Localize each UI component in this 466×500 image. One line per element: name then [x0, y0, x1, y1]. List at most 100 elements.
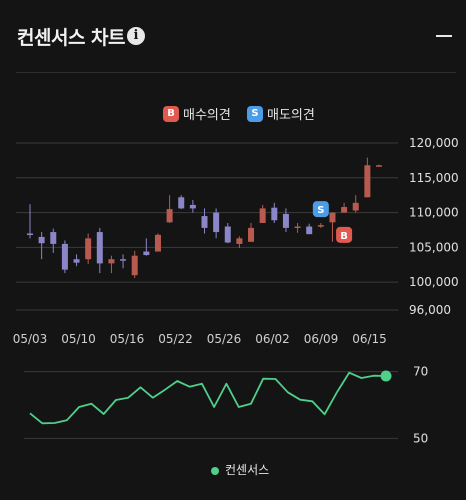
candle — [131, 250, 138, 278]
consensus-last-point — [380, 370, 392, 382]
candle-body — [73, 259, 80, 263]
candle — [248, 223, 255, 242]
candle-body — [364, 165, 371, 198]
candle — [85, 233, 92, 265]
legend-buy[interactable]: B 매수의견 — [163, 104, 231, 123]
candle — [282, 208, 289, 233]
candle-body — [376, 165, 382, 167]
candle-body — [166, 209, 173, 223]
buy-badge-icon: B — [163, 105, 179, 122]
legend-buy-label: 매수의견 — [183, 108, 231, 123]
candle-body — [352, 202, 359, 211]
candle-body — [201, 216, 208, 228]
candle-body — [189, 204, 196, 209]
candle-body — [120, 259, 127, 261]
candle — [294, 223, 301, 233]
header: 컨센서스 차트 i — [0, 0, 466, 72]
candle — [306, 223, 313, 235]
consensus-line-chart: 50 70 — [24, 365, 428, 445]
consensus-y-tick-label: 70 — [413, 365, 428, 379]
candle — [341, 202, 348, 213]
candle-body — [108, 259, 115, 264]
candle — [73, 254, 80, 267]
candle-body — [50, 232, 57, 244]
candle — [154, 233, 161, 252]
price-x-tick-label: 05/03 — [13, 332, 48, 346]
candle — [61, 240, 68, 274]
info-icon[interactable]: i — [127, 27, 145, 45]
consensus-y-tick-label: 50 — [413, 431, 428, 445]
candle-body — [85, 238, 92, 260]
candle-body — [213, 212, 220, 233]
candle — [201, 208, 208, 234]
price-x-tick-label: 05/16 — [110, 332, 145, 346]
candle — [329, 212, 336, 242]
candle — [166, 195, 173, 224]
buy-signal-label: B — [340, 231, 348, 242]
candle-body — [317, 225, 324, 227]
price-y-tick-label: 105,000 — [409, 240, 459, 254]
candle-body — [96, 232, 103, 264]
candle — [178, 195, 185, 210]
candle-body — [248, 227, 255, 242]
candle — [50, 228, 57, 253]
candle — [317, 223, 324, 228]
candle — [108, 255, 115, 274]
candle-body — [294, 226, 301, 228]
candle — [27, 204, 33, 239]
consensus-legend-label: 컨센서스 — [225, 463, 270, 477]
price-y-tick-label: 96,000 — [409, 303, 451, 317]
candle — [376, 164, 382, 167]
candle-body — [282, 213, 289, 228]
header-divider — [16, 72, 456, 73]
price-x-tick-label: 05/22 — [158, 332, 193, 346]
legend-sell-label: 매도의견 — [267, 108, 315, 123]
buy-signal-badge-icon — [336, 226, 353, 243]
candle — [271, 202, 278, 224]
candle-body — [178, 197, 185, 209]
price-y-tick-label: 100,000 — [409, 275, 459, 289]
candle — [189, 200, 196, 213]
price-x-tick-label: 06/09 — [304, 332, 339, 346]
candle-body — [38, 236, 45, 244]
candle-body — [224, 226, 231, 243]
candle-body — [329, 212, 336, 223]
sell-signal-badge-icon — [312, 201, 329, 218]
candle — [352, 195, 359, 213]
price-y-tick-label: 120,000 — [409, 136, 459, 150]
candle-body — [61, 243, 68, 270]
price-candlestick-chart: 96,000 100,000 105,000 110,000 115,000 120,00… — [13, 136, 459, 346]
candle-body — [27, 233, 33, 235]
candle — [96, 227, 103, 274]
price-x-tick-label: 06/15 — [352, 332, 387, 346]
sell-badge-icon: S — [247, 105, 263, 122]
sell-signal-label: S — [317, 205, 324, 216]
collapse-button[interactable] — [436, 35, 452, 37]
candle-body — [306, 226, 313, 235]
candle — [236, 236, 243, 249]
buy-signal-marker: B — [336, 226, 353, 243]
candle-body — [259, 208, 266, 224]
consensus-legend: 컨센서스 — [211, 461, 269, 478]
consensus-series-line — [29, 371, 387, 425]
candle — [38, 232, 45, 260]
price-x-tick-label: 05/10 — [61, 332, 96, 346]
price-x-tick-label: 05/26 — [207, 332, 242, 346]
candle-body — [271, 207, 278, 221]
candle — [120, 254, 127, 269]
candle — [224, 223, 231, 244]
candle-body — [131, 255, 138, 276]
legend-sell[interactable]: S 매도의견 — [247, 104, 315, 123]
candle — [364, 157, 371, 198]
price-x-tick-label: 06/02 — [255, 332, 290, 346]
candle-body — [236, 238, 243, 244]
candle — [143, 238, 150, 256]
candle — [213, 208, 220, 239]
price-y-tick-label: 115,000 — [409, 171, 459, 185]
candle-body — [341, 207, 348, 213]
sell-signal-marker: S — [312, 201, 329, 218]
price-y-tick-label: 110,000 — [409, 206, 459, 220]
candle-body — [154, 234, 161, 252]
consensus-dot-icon — [211, 466, 219, 475]
page-title: 컨센서스 차트 — [17, 27, 126, 49]
